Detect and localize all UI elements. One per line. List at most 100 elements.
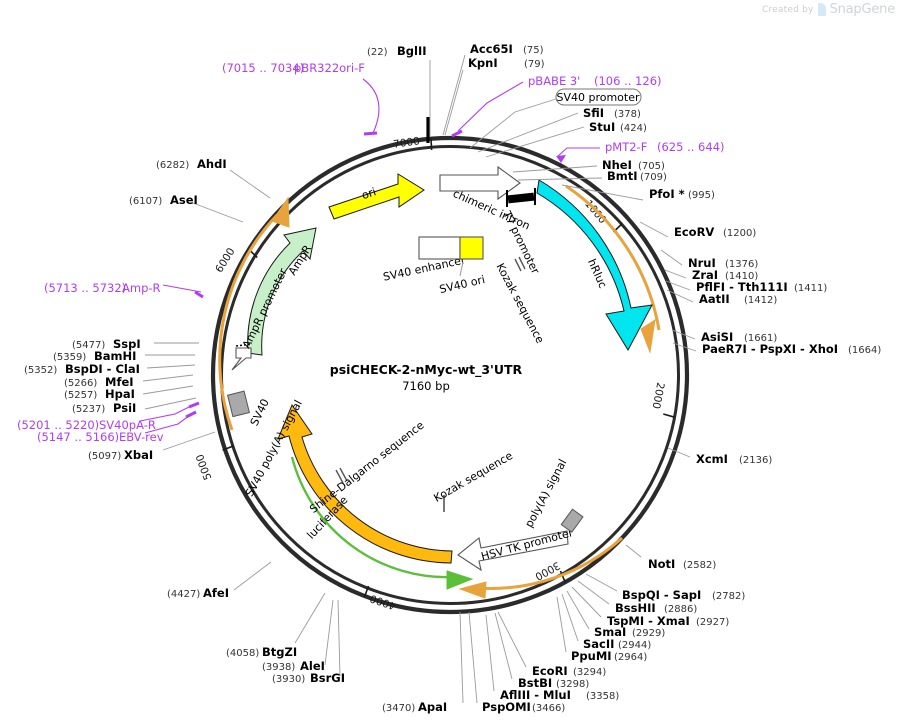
enzyme-label-ecori: EcoRI (3294) <box>497 611 606 678</box>
enzyme-name-psii: PsiI <box>113 401 136 415</box>
enzyme-pos-ecori: (3294) <box>573 667 606 678</box>
enzyme-label-afei: (4427) AfeI <box>167 561 272 600</box>
enzyme-name-stui: StuI <box>589 120 615 134</box>
enzyme-name-sacii: SacII <box>583 637 614 651</box>
enzyme-label-bmti: BmtI (709) <box>517 169 667 183</box>
enzyme-label-pfoi: PfoI * (995) <box>561 184 715 201</box>
enzyme-label-btgzi: (4058) BtgZI <box>226 592 326 659</box>
enzyme-name-pfoi: PfoI * <box>649 187 685 201</box>
enzyme-label-ahdi: (6282) AhdI <box>156 157 271 199</box>
enzyme-name-ppumi: PpuMI <box>571 649 612 663</box>
plasmid-title: psiCHECK-2-nMyc-wt_3'UTR <box>330 362 523 378</box>
watermark-created-by: Created by <box>762 4 814 15</box>
feature-arc-ampr-transcript <box>218 196 290 431</box>
tick-label-6000: 6000 <box>213 246 237 275</box>
plasmid-size: 7160 bp <box>402 379 450 393</box>
enzyme-pos-tspmi-xmai: (2927) <box>696 617 729 628</box>
enzyme-label-bstbi: BstBI (3298) <box>494 612 589 690</box>
enzyme-label-mfei: (5266) MfeI <box>64 374 194 389</box>
enzyme-pos-ecorv: (1200) <box>723 228 756 239</box>
enzyme-name-bspqi-sapi: BspQI - SapI <box>622 588 701 602</box>
enzyme-name-bglii: BglII <box>397 44 427 58</box>
feature-label-sv40-ori: SV40 ori <box>438 273 486 296</box>
enzyme-label-alei: (3938) AleI <box>262 599 334 673</box>
enzyme-pos-sacii: (2944) <box>618 640 651 651</box>
enzyme-pos-bsrgi: (3930) <box>272 674 305 685</box>
enzyme-pos-nhei: (705) <box>638 161 665 172</box>
feature-label-shine-dalgarno: Shine-Dalgarno sequence <box>307 418 426 515</box>
enzyme-name-bamhi: BamHI <box>94 349 136 363</box>
primer-name-sv40pa-r: SV40pA-R <box>99 418 156 432</box>
enzyme-name-pflfi-tth111i: PflFI - Tth111I <box>696 280 788 294</box>
enzyme-label-ecorv: EcoRV (1200) <box>639 221 756 239</box>
enzyme-name-bsshii: BssHII <box>615 601 656 615</box>
enzyme-label-psii: (5237) PsiI <box>72 397 197 415</box>
enzyme-pos-acc65i: (75) <box>523 45 544 56</box>
enzyme-name-sfii: SfiI <box>583 106 604 120</box>
enzyme-label-pflfi-tth111i: PflFI - Tth111I (1411) <box>665 280 827 294</box>
enzyme-label-sacii: SacII (2944) <box>561 593 651 651</box>
feature-label-sv40: SV40 <box>248 397 272 428</box>
enzyme-pos-nrui: (1376) <box>725 259 758 270</box>
primer-label-pbr322ori-f: (7015 .. 7034) pBR322ori-F <box>222 61 380 136</box>
enzyme-pos-psii: (5237) <box>72 404 105 415</box>
feature-arrow-ori: ori <box>328 173 425 220</box>
primer-label-sv40pa-r: (5201 .. 5220) SV40pA-R <box>17 401 200 432</box>
snapgene-watermark: Created by SnapGene <box>762 2 895 17</box>
enzyme-pos-asei: (6107) <box>129 196 162 207</box>
enzyme-name-btgzi: BtgZI <box>262 645 297 659</box>
enzyme-name-apai: ApaI <box>418 700 447 714</box>
feature-label-kozak-sequence-lower: Kozak sequence <box>432 449 516 505</box>
primer-label-pmt2-f: pMT2-F (625 .. 644) <box>556 140 725 163</box>
enzyme-label-asei: (6107) AseI <box>129 193 244 223</box>
feature-box-sv40-enhancer: SV40 enhancer <box>382 236 467 284</box>
feature-shine-dalgarno-sequence: Shine-Dalgarno sequence <box>307 418 426 515</box>
enzyme-label-nrui: NruI (1376) <box>660 249 758 270</box>
primer-range-sv40pa-r: (5201 .. 5220) <box>17 418 99 432</box>
enzyme-label-acc65i: Acc65I (75) <box>442 42 544 136</box>
enzyme-label-aatii: AatII (1412) <box>666 289 777 306</box>
enzyme-label-pspomi: PspOMI (3466) <box>468 611 565 714</box>
feature-box-polya-signal: poly(A) signal <box>522 457 584 533</box>
enzyme-pos-bspqi-sapi: (2782) <box>712 591 745 602</box>
feature-label-sv40-promoter-boxed: SV40 promoter <box>469 88 642 149</box>
enzyme-pos-paer7i-pspxi-xhoi: (1664) <box>848 345 881 356</box>
enzyme-pos-zrai: (1410) <box>725 271 758 282</box>
enzyme-label-bspdi-clai: (5352) BspDI - ClaI <box>24 362 196 376</box>
enzyme-name-bspdi-clai: BspDI - ClaI <box>65 362 140 376</box>
enzyme-label-hpai: (5257) HpaI <box>64 385 194 401</box>
enzyme-label-bamhi: (5359) BamHI <box>53 349 195 363</box>
primer-name-pbr322ori-f: pBR322ori-F <box>294 61 365 75</box>
enzyme-name-smai: SmaI <box>594 625 626 639</box>
enzyme-label-apai: (3470) ApaI <box>382 611 464 714</box>
enzyme-name-xbai: XbaI <box>124 448 153 462</box>
feature-arc-luciferase-transcript-amber <box>458 536 624 599</box>
enzyme-label-afliii-mlui: AflIII - MluI (3358) <box>485 614 619 702</box>
primer-label-amp-r: (5713 .. 5732) Amp-R <box>44 281 204 299</box>
enzyme-name-acc65i: Acc65I <box>470 42 513 56</box>
enzyme-name-bsrgi: BsrGI <box>310 671 345 685</box>
enzyme-name-bstbi: BstBI <box>518 676 552 690</box>
enzyme-pos-bstbi: (3298) <box>556 679 589 690</box>
enzyme-pos-smai: (2929) <box>632 628 665 639</box>
enzyme-pos-ppumi: (2964) <box>614 652 647 663</box>
enzyme-label-nhei: NheI (705) <box>512 158 665 173</box>
primer-range-pbabe-3: (106 .. 126) <box>594 74 662 88</box>
primer-name-amp-r: Amp-R <box>122 281 161 295</box>
enzyme-pos-pspomi: (3466) <box>532 703 565 714</box>
enzyme-label-paer7i-pspxi-xhoi: PaeR7I - PspXI - XhoI (1664) <box>672 342 881 356</box>
enzyme-label-zrai: ZraI (1410) <box>664 268 758 282</box>
enzyme-pos-sspi: (5477) <box>72 340 105 351</box>
enzyme-pos-sfii: (378) <box>614 109 641 120</box>
enzyme-pos-pflfi-tth111i: (1411) <box>794 283 827 294</box>
enzyme-label-stui: StuI (424) <box>485 120 647 158</box>
watermark-brand: SnapGene <box>829 2 896 17</box>
enzyme-pos-bglii: (22) <box>367 47 388 58</box>
primer-label-pbabe-3: pBABE 3' (106 .. 126) <box>451 74 662 138</box>
enzyme-name-afei: AfeI <box>203 586 229 600</box>
enzyme-name-paer7i-pspxi-xhoi: PaeR7I - PspXI - XhoI <box>702 342 838 356</box>
primer-range-pmt2-f: (625 .. 644) <box>657 140 725 154</box>
enzyme-label-kpni: KpnI (79) <box>444 56 545 136</box>
primer-range-pbr322ori-f: (7015 .. 7034) <box>222 61 304 75</box>
